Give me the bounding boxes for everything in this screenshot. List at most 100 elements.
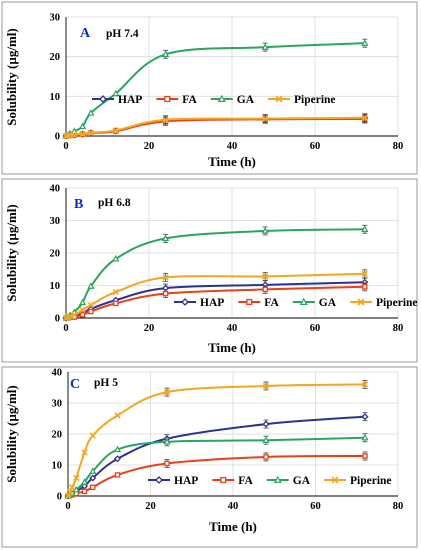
data-point-fa	[262, 286, 268, 293]
data-point-ga	[78, 122, 87, 130]
y-tick-label: 0	[55, 132, 60, 143]
panel-b-ticks: 0 20 40 60 80 0 10 20 30 40	[50, 184, 404, 335]
legend-item-ga: GA	[266, 475, 311, 487]
data-point-fa	[88, 308, 94, 315]
data-point-piperine	[71, 311, 78, 318]
legend-marker-piperine	[275, 95, 283, 103]
legend-item-ga: GA	[210, 94, 255, 106]
data-point-ga	[87, 109, 95, 116]
panel-b-label: B	[74, 197, 83, 212]
x-tick-label: 0	[63, 323, 68, 334]
legend-label-piperine: Piperine	[294, 94, 336, 106]
y-tick-label: 40	[52, 368, 63, 379]
panel-a-grid	[66, 16, 399, 136]
panel-b-series	[62, 224, 369, 322]
data-point-ga	[361, 39, 369, 46]
panel-a-ticks: 0 20 40 60 80 0 10 20 30	[50, 13, 404, 153]
legend-item-piperine: Piperine	[324, 475, 392, 487]
y-tick-label: 40	[50, 184, 61, 195]
legend-marker-ga	[217, 94, 226, 103]
y-tick-label: 20	[50, 52, 61, 63]
panel-c-y-title: Solubility (µg/ml)	[4, 385, 19, 482]
panel-c-legend: HAP FA GA Piperine	[148, 475, 392, 487]
series-ga	[62, 224, 369, 321]
y-tick-label: 20	[52, 430, 63, 441]
data-point-ga	[161, 234, 170, 242]
x-tick-label: 40	[227, 323, 238, 334]
x-tick-label: 0	[63, 141, 68, 152]
legend-item-hap: HAP	[174, 297, 224, 309]
y-tick-label: 30	[50, 13, 61, 24]
y-tick-label: 30	[50, 216, 61, 227]
data-point-ga	[80, 478, 89, 485]
data-point-piperine	[68, 484, 76, 491]
data-point-piperine	[71, 131, 78, 138]
legend-label-piperine: Piperine	[350, 475, 392, 487]
x-tick-label: 20	[144, 323, 155, 334]
panel-b-frame	[1, 178, 418, 363]
legend-label-ga: GA	[293, 475, 311, 487]
x-tick-label: 40	[228, 501, 239, 512]
data-point-ga	[113, 445, 122, 453]
data-point-piperine	[162, 274, 169, 281]
x-tick-label: 80	[393, 501, 404, 512]
legend-marker-piperine	[357, 298, 365, 306]
data-point-piperine	[112, 127, 119, 134]
data-point-piperine	[162, 116, 169, 123]
legend-label-fa: FA	[182, 94, 197, 106]
y-tick-label: 0	[55, 314, 60, 325]
panel-b: 0 20 40 60 80 0 10 20 30 40 B pH 6.8 Time (h) Sol…	[1, 178, 418, 363]
data-point-ga	[70, 127, 78, 134]
x-tick-label: 60	[310, 323, 321, 334]
legend-marker-fa	[164, 95, 171, 103]
y-tick-label: 30	[52, 399, 63, 410]
data-point-fa	[114, 472, 121, 478]
legend-label-hap: HAP	[174, 475, 198, 487]
panel-b-title: pH 6.8	[98, 197, 131, 209]
legend-label-piperine: Piperine	[376, 297, 418, 309]
data-point-piperine	[262, 273, 269, 280]
y-tick-label: 0	[57, 492, 62, 503]
data-point-hap	[361, 413, 369, 421]
data-point-piperine	[361, 114, 368, 121]
data-point-piperine	[79, 306, 86, 314]
data-point-ga	[78, 298, 87, 306]
data-point-piperine	[112, 288, 119, 296]
data-point-piperine	[81, 449, 88, 456]
data-point-ga	[361, 433, 369, 441]
panel-c-ticks: 0 20 40 60 80 0 10 20 30 40	[52, 368, 404, 513]
data-point-hap	[113, 455, 122, 463]
data-point-hap	[89, 474, 97, 482]
data-point-ga	[163, 437, 171, 445]
series-piperine	[62, 113, 368, 140]
legend-label-hap: HAP	[200, 297, 224, 309]
legend-marker-hap	[181, 298, 189, 306]
data-point-fa	[263, 454, 269, 460]
data-point-hap	[262, 420, 270, 428]
legend-item-fa: FA	[212, 475, 253, 487]
data-point-piperine	[66, 489, 74, 496]
legend-item-hap: HAP	[148, 475, 198, 487]
x-tick-label: 80	[393, 141, 404, 152]
y-tick-label: 10	[50, 281, 61, 292]
panel-c-grid	[68, 371, 399, 496]
panel-a-y-title: Solubility (µg/ml)	[4, 28, 19, 125]
panel-a-title: pH 7.4	[106, 28, 139, 40]
x-tick-label: 20	[145, 501, 156, 512]
legend-marker-fa	[246, 298, 253, 306]
series-line-piperine	[67, 383, 366, 497]
legend-item-hap: HAP	[92, 94, 142, 106]
data-point-piperine	[262, 115, 269, 122]
data-point-ga	[112, 89, 120, 97]
data-point-ga	[261, 227, 269, 234]
data-point-ga	[87, 282, 95, 289]
panel-b-legend: HAP FA GA Piperine	[174, 297, 418, 309]
panel-a-x-title: Time (h)	[208, 154, 256, 169]
y-tick-label: 20	[50, 249, 61, 260]
data-point-piperine	[89, 432, 96, 439]
panel-c-series	[64, 379, 369, 500]
data-point-piperine	[73, 474, 80, 482]
y-tick-label: 10	[50, 92, 61, 103]
data-point-ga	[112, 255, 120, 262]
